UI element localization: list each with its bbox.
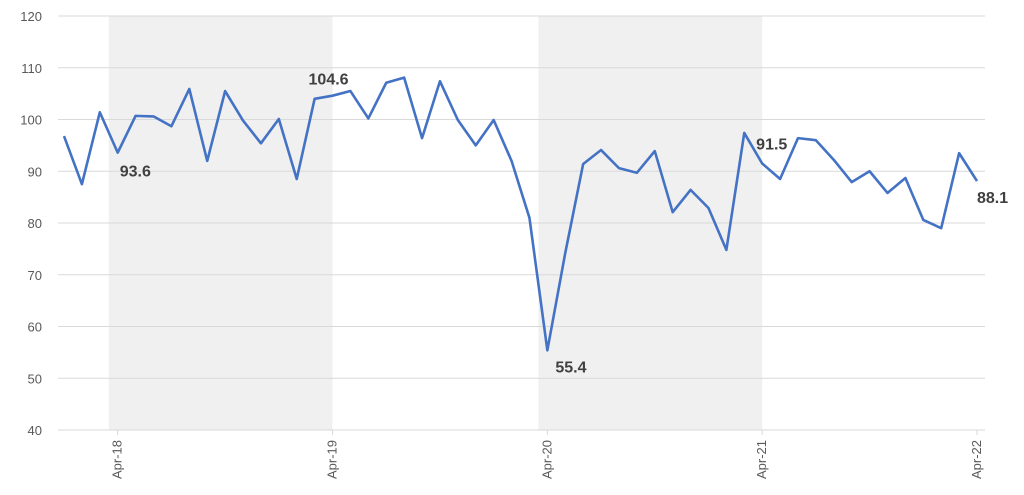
data-line — [62, 76, 979, 352]
value-label: 104.6 — [309, 72, 349, 89]
y-tick-label: 60 — [28, 320, 42, 335]
value-label: 55.4 — [555, 359, 586, 376]
y-tick-label: 120 — [20, 9, 42, 24]
value-label: 93.6 — [120, 164, 151, 181]
x-tick-label: Apr-22 — [969, 440, 984, 479]
x-tick-label: Apr-21 — [754, 440, 769, 479]
y-tick-label: 100 — [20, 113, 42, 128]
y-tick-label: 40 — [28, 423, 42, 438]
x-tick-label: Apr-18 — [110, 440, 125, 479]
value-label: 88.1 — [977, 190, 1008, 207]
value-label: 91.5 — [756, 136, 787, 153]
x-tick-label: Apr-20 — [539, 440, 554, 479]
y-tick-label: 90 — [28, 164, 42, 179]
y-tick-label: 110 — [21, 61, 42, 76]
y-tick-label: 80 — [28, 216, 42, 231]
y-tick-label: 70 — [28, 268, 42, 283]
x-tick-label: Apr-19 — [325, 440, 340, 479]
y-tick-label: 50 — [28, 371, 42, 386]
